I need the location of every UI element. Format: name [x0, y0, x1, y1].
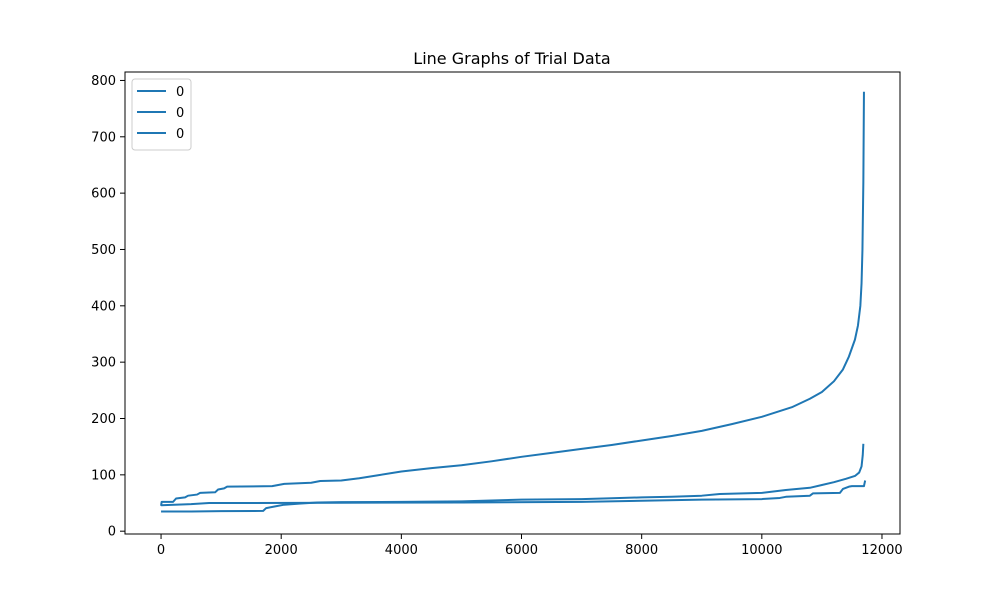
y-tick-label: 300 — [91, 356, 116, 371]
y-tick-label: 200 — [91, 412, 116, 427]
legend-label: 0 — [176, 106, 184, 121]
legend: 0 0 0 — [131, 78, 192, 151]
y-tick-label: 500 — [91, 243, 116, 258]
x-tick-label: 10000 — [741, 543, 782, 558]
x-tick-label: 2000 — [265, 543, 298, 558]
x-tick-label: 12000 — [861, 543, 902, 558]
plot-area-frame — [124, 71, 901, 535]
y-axis: 0 100 200 300 400 500 600 700 800 — [91, 74, 125, 540]
x-axis: 0 2000 4000 6000 8000 10000 12000 — [157, 534, 903, 558]
y-tick-label: 400 — [91, 299, 116, 314]
series-line-3 — [161, 480, 867, 507]
y-tick-label: 100 — [91, 468, 116, 483]
legend-label: 0 — [176, 127, 184, 142]
legend-label: 0 — [176, 85, 184, 100]
chart-title: Line Graphs of Trial Data — [413, 49, 610, 68]
x-tick-label: 0 — [157, 543, 165, 558]
series-group — [160, 91, 867, 513]
y-tick-label: 800 — [91, 74, 116, 89]
series-line-2 — [161, 443, 865, 513]
series-line-1 — [160, 91, 865, 506]
x-tick-label: 4000 — [385, 543, 418, 558]
y-tick-label: 700 — [91, 130, 116, 145]
y-tick-label: 600 — [91, 187, 116, 202]
y-tick-label: 0 — [108, 525, 116, 540]
x-tick-label: 8000 — [625, 543, 658, 558]
x-tick-label: 6000 — [505, 543, 538, 558]
